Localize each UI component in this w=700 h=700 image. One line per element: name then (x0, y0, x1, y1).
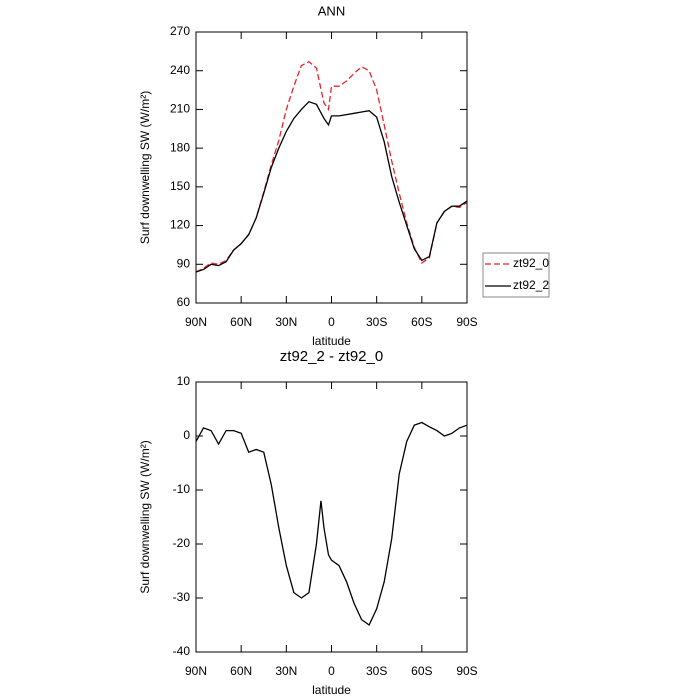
data-line (195, 60, 468, 273)
y-tick-label: 60 (177, 295, 191, 309)
x-tick-label: 60N (230, 664, 252, 678)
y-tick-label: 10 (177, 374, 191, 388)
chart-title: zt92_2 - zt92_0 (280, 348, 383, 365)
x-tick-label: 90N (185, 664, 207, 678)
x-tick-label: 30N (275, 664, 297, 678)
legend-label: zt92_2 (513, 278, 549, 292)
y-tick-label: 210 (170, 102, 190, 116)
x-tick-label: 90S (456, 315, 477, 329)
y-tick-label: 0 (183, 428, 190, 442)
y-tick-label: -10 (173, 482, 191, 496)
chart-title: ANN (318, 3, 345, 18)
y-tick-label: 90 (177, 256, 191, 270)
x-tick-label: 60N (230, 315, 252, 329)
x-tick-label: 60S (411, 664, 432, 678)
data-line (195, 100, 468, 273)
y-axis-label: Surf downwelling SW (W/m²) (138, 440, 152, 593)
y-tick-label: -40 (173, 644, 191, 658)
x-tick-label: 90S (456, 664, 477, 678)
y-tick-label: -30 (173, 590, 191, 604)
x-axis-label: latitude (312, 683, 351, 697)
y-tick-label: 120 (170, 218, 190, 232)
y-tick-label: 150 (170, 179, 190, 193)
x-tick-label: 60S (411, 315, 432, 329)
y-tick-label: -20 (173, 536, 191, 550)
legend-box (482, 252, 550, 298)
x-tick-label: 90N (185, 315, 207, 329)
data-line (195, 421, 468, 626)
y-axis-label: Surf downwelling SW (W/m²) (138, 91, 152, 244)
plot-frame (195, 381, 468, 653)
x-tick-label: 0 (328, 315, 335, 329)
legend-label: zt92_0 (513, 256, 549, 270)
x-tick-label: 30S (366, 664, 387, 678)
x-tick-label: 30N (275, 315, 297, 329)
y-tick-label: 240 (170, 63, 190, 77)
y-tick-label: 180 (170, 140, 190, 154)
x-tick-label: 0 (328, 664, 335, 678)
y-tick-label: 270 (170, 24, 190, 38)
plot-frame (195, 31, 468, 304)
x-axis-label: latitude (312, 334, 351, 348)
x-tick-label: 30S (366, 315, 387, 329)
